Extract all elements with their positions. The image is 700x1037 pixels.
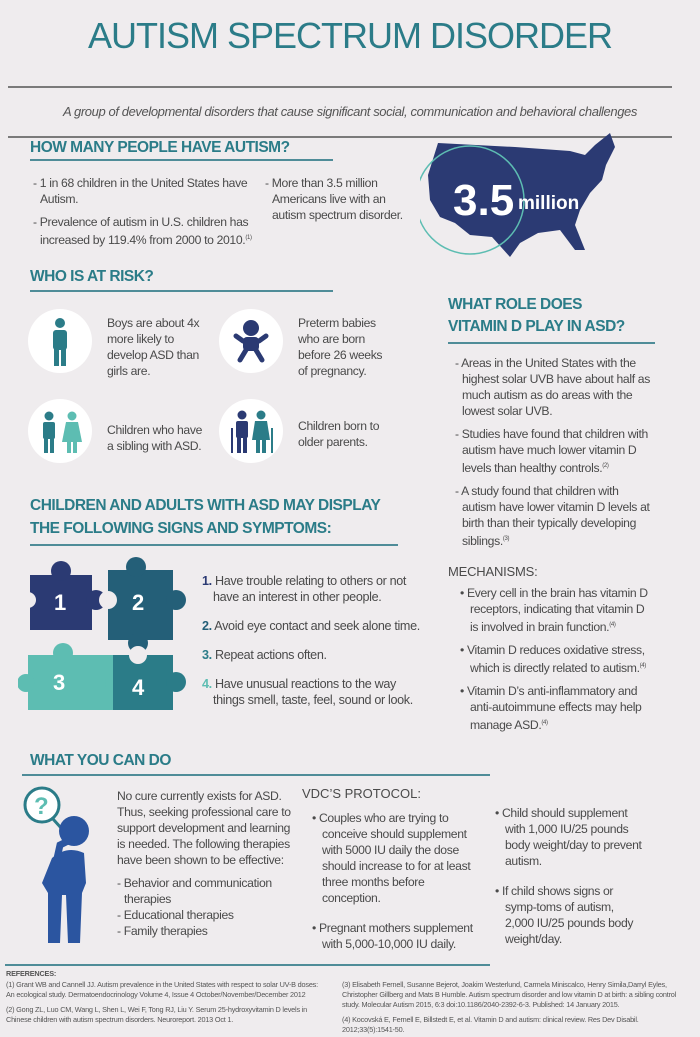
divider: [8, 86, 672, 88]
puzzle-piece-4: [113, 646, 186, 710]
map-number: 3.5: [453, 176, 514, 225]
heading-underline: [22, 774, 490, 776]
heading-underline: [30, 159, 333, 161]
boy-icon: [28, 309, 92, 373]
divider: [8, 136, 672, 138]
elderly-parents-icon: [219, 399, 283, 463]
how-many-col1: - 1 in 68 children in the United States …: [33, 176, 252, 248]
heading-underline: [30, 544, 398, 546]
references-heading: REFERENCES:: [6, 969, 57, 978]
references-divider: [5, 964, 490, 966]
risk-item-text: Children who have a sibling with ASD.: [107, 423, 202, 453]
mechanisms-heading: MECHANISMS:: [448, 564, 538, 579]
risk-heading: WHO IS AT RISK?: [30, 268, 154, 285]
protocol-heading: VDC’S PROTOCOL:: [302, 786, 421, 801]
siblings-icon: [28, 399, 92, 463]
thinking-person-icon: ?: [23, 786, 89, 943]
mechanisms-list: • Every cell in the brain has vitamin D …: [460, 586, 648, 733]
references-col1: (1) Grant WB and Cannell JJ. Autism prev…: [6, 980, 318, 1024]
puzzle-piece-3: [18, 643, 125, 710]
vitamin-heading: WHAT ROLE DOES VITAMIN D PLAY IN ASD?: [448, 296, 625, 335]
what-you-can-do-intro: No cure currently exists for ASD. Thus, …: [117, 789, 291, 938]
signs-heading: CHILDREN AND ADULTS WITH ASD MAY DISPLAY…: [30, 497, 381, 537]
risk-item-text: Preterm babies who are born before 26 we…: [298, 316, 383, 378]
protocol-col2: • Child should supplement with 1,000 IU/…: [495, 806, 642, 946]
how-many-col2: - More than 3.5 million Americans live w…: [265, 176, 403, 222]
protocol-col1: • Couples who are trying to conceive sho…: [312, 811, 473, 951]
svg-text:?: ?: [34, 793, 49, 820]
how-many-heading: HOW MANY PEOPLE HAVE AUTISM?: [30, 139, 290, 156]
subtitle: A group of developmental disorders that …: [63, 104, 637, 119]
usa-map-icon: 3.5 million: [420, 133, 615, 257]
risk-item-text: Children born to older parents.: [298, 419, 380, 449]
heading-underline: [30, 290, 333, 292]
puzzle-label: 1: [54, 590, 66, 615]
what-you-can-do-heading: WHAT YOU CAN DO: [30, 752, 171, 769]
puzzle-label: 4: [132, 675, 145, 700]
signs-list: 1. Have trouble relating to others or no…: [202, 574, 420, 707]
risk-item-text: Boys are about 4x more likely to develop…: [107, 316, 200, 378]
puzzle-icon: 1 2 3 4: [18, 557, 186, 710]
map-unit: million: [518, 193, 579, 214]
puzzle-label: 3: [53, 670, 65, 695]
puzzle-piece-2: [99, 557, 186, 653]
baby-icon: [219, 309, 283, 373]
page-title: AUTISM SPECTRUM DISORDER: [87, 15, 613, 56]
references-col2: (3) Elisabeth Fernell, Susanne Bejerot, …: [342, 980, 677, 1034]
puzzle-label: 2: [132, 590, 144, 615]
heading-underline: [448, 342, 655, 344]
vitamin-findings: - Areas in the United States with the hi…: [455, 356, 650, 549]
